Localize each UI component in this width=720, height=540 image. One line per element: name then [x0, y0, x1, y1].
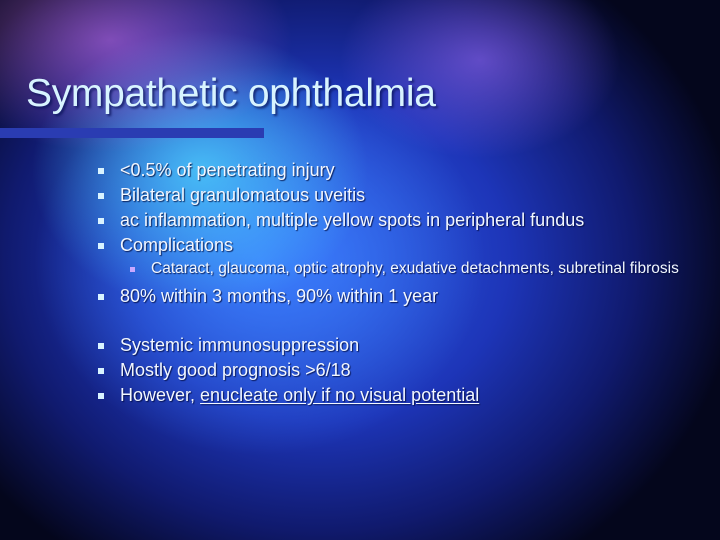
- square-bullet-icon: [98, 218, 104, 224]
- bullet-item: Complications: [96, 233, 696, 258]
- bullet-item: Mostly good prognosis >6/18: [96, 358, 696, 383]
- square-bullet-icon: [98, 193, 104, 199]
- square-bullet-icon: [98, 343, 104, 349]
- bullet-text: Mostly good prognosis >6/18: [120, 360, 351, 380]
- bullet-item: <0.5% of penetrating injury: [96, 158, 696, 183]
- bullet-item: ac inflammation, multiple yellow spots i…: [96, 208, 696, 233]
- underlined-emphasis-text: enucleate only if no visual potential: [200, 385, 480, 405]
- bullet-item: 80% within 3 months, 90% within 1 year: [96, 284, 696, 309]
- bullet-text: <0.5% of penetrating injury: [120, 160, 335, 180]
- slide-title: Sympathetic ophthalmia: [26, 72, 436, 115]
- title-accent-bar: [0, 128, 264, 138]
- bullet-text: Complications: [120, 235, 234, 255]
- bullet-text: Bilateral granulomatous uveitis: [120, 185, 366, 205]
- bullet-list: <0.5% of penetrating injury Bilateral gr…: [96, 158, 696, 408]
- bullet-item: Systemic immunosuppression: [96, 333, 696, 358]
- bullet-text: ac inflammation, multiple yellow spots i…: [120, 210, 585, 230]
- bullet-text: Systemic immunosuppression: [120, 335, 360, 355]
- small-square-bullet-icon: [130, 267, 135, 272]
- sub-bullet-text: Cataract, glaucoma, optic atrophy, exuda…: [151, 260, 679, 277]
- square-bullet-icon: [98, 168, 104, 174]
- sub-bullet-item: Cataract, glaucoma, optic atrophy, exuda…: [96, 259, 696, 278]
- bullet-item: However, enucleate only if no visual pot…: [96, 383, 696, 408]
- bullet-text: 80% within 3 months, 90% within 1 year: [120, 286, 439, 306]
- square-bullet-icon: [98, 368, 104, 374]
- bullet-item: Bilateral granulomatous uveitis: [96, 183, 696, 208]
- square-bullet-icon: [98, 243, 104, 249]
- bullet-text: However,: [120, 385, 201, 405]
- square-bullet-icon: [98, 294, 104, 300]
- square-bullet-icon: [98, 393, 104, 399]
